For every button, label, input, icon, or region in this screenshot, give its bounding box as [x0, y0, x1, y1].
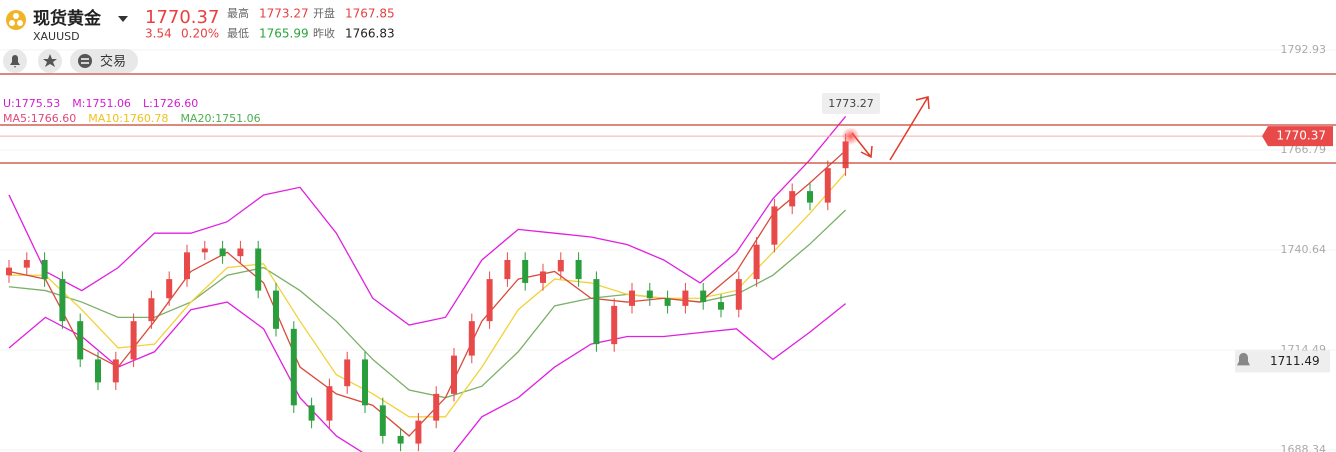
candle-body [219, 248, 226, 257]
instrument-name[interactable]: 现货黄金 [33, 8, 102, 29]
indicator-label: U:1775.53 [3, 97, 60, 110]
candle-body [629, 290, 635, 306]
candle-body [557, 259, 564, 272]
alert-tag [1235, 350, 1330, 373]
candle-body [522, 259, 529, 283]
candle-body [112, 359, 119, 383]
candle-body [753, 244, 760, 280]
change: 3.54 [145, 27, 172, 41]
candle-body [611, 305, 618, 345]
candle-body [486, 279, 493, 322]
candle-body [201, 248, 208, 253]
candle-body [504, 259, 511, 280]
alert-label: 1711.49 [1270, 354, 1320, 368]
candle-body [682, 290, 689, 306]
candle-body [664, 298, 671, 306]
candle-body [646, 290, 653, 299]
candle-body [575, 259, 582, 280]
symbol: XAUUSD [33, 30, 80, 43]
candle-body [59, 279, 66, 322]
candle-body [540, 271, 546, 283]
candle-body [362, 359, 368, 406]
y-tick-label: 1688.34 [1281, 443, 1327, 452]
candle-body [824, 168, 831, 203]
candle-body [273, 290, 279, 329]
gold-icon [9, 20, 15, 26]
candle-body [807, 191, 813, 203]
indicator-label: M:1751.06 [72, 97, 131, 110]
y-tick-label: 1740.64 [1281, 243, 1327, 256]
indicator-label: MA5:1766.60 [3, 112, 76, 125]
candle-body [255, 248, 262, 291]
candle-body [344, 359, 351, 387]
dropdown[interactable] [118, 16, 128, 22]
candle-body [700, 290, 707, 303]
candle-body [789, 191, 796, 207]
indicator-label: MA20:1751.06 [180, 112, 260, 125]
trade-icon [81, 58, 89, 64]
candle-body [6, 267, 12, 276]
last-price-glow [841, 127, 860, 146]
candle-body [326, 386, 333, 421]
candle-body [379, 405, 386, 436]
stat-value: 1766.83 [345, 27, 395, 41]
candle-body [130, 321, 137, 360]
stat-value: 1773.27 [259, 7, 309, 21]
bell-icon [10, 55, 20, 68]
candle-body [237, 248, 244, 257]
candle-body [23, 259, 30, 268]
last-price-label: 1770.37 [1276, 129, 1326, 143]
stat-label: 最高 [227, 6, 249, 20]
stat-label: 最低 [227, 27, 249, 40]
candle-body [397, 435, 404, 444]
candle-body [842, 141, 849, 169]
overlay: 1792.931766.791740.641714.491688.34U:177… [3, 43, 1333, 452]
stats: 最高 1773.27 开盘 1767.85 最低 1765.99 昨收 1766.83 [227, 6, 395, 41]
candle-body [771, 206, 778, 245]
candle-body [77, 321, 84, 360]
high-label: 1773.27 [828, 97, 874, 110]
candle-body [95, 359, 101, 383]
gold-icon [13, 13, 19, 19]
candle-body [718, 302, 724, 310]
alert-bell [1237, 352, 1250, 366]
star-icon [43, 54, 57, 67]
indicator-line [8, 150, 847, 437]
indicator-line [8, 116, 847, 326]
candle-body [451, 355, 457, 394]
indicator-label: MA10:1760.78 [88, 112, 168, 125]
candle-body [735, 279, 742, 310]
stat-value: 1765.99 [259, 27, 309, 41]
indicator-label: L:1726.60 [143, 97, 198, 110]
trade-label[interactable]: 交易 [100, 54, 126, 70]
candle-body [166, 279, 173, 299]
gold-icon [17, 20, 23, 26]
candle-body [468, 321, 475, 356]
candle-body [593, 279, 600, 345]
price: 1770.37 [145, 7, 219, 28]
change-pct: 0.20% [181, 27, 219, 41]
trade-icon [78, 54, 92, 68]
candle-body [184, 252, 190, 280]
candle-body [290, 328, 297, 406]
stat-value: 1767.85 [345, 7, 395, 21]
price-chart [0, 49, 1336, 452]
indicator-line [8, 301, 847, 452]
stat-label: 昨收 [313, 26, 335, 40]
indicator-line [9, 172, 847, 418]
last-price-tag [1262, 126, 1333, 147]
y-tick-label: 1792.93 [1281, 43, 1327, 56]
stat-label: 开盘 [313, 6, 335, 20]
candle-body [308, 405, 315, 421]
candle-body [41, 259, 48, 280]
candle-body [433, 393, 440, 421]
high-tag [822, 93, 880, 114]
arrow [889, 96, 930, 161]
candle-body [148, 298, 155, 322]
candle-body [415, 420, 422, 444]
